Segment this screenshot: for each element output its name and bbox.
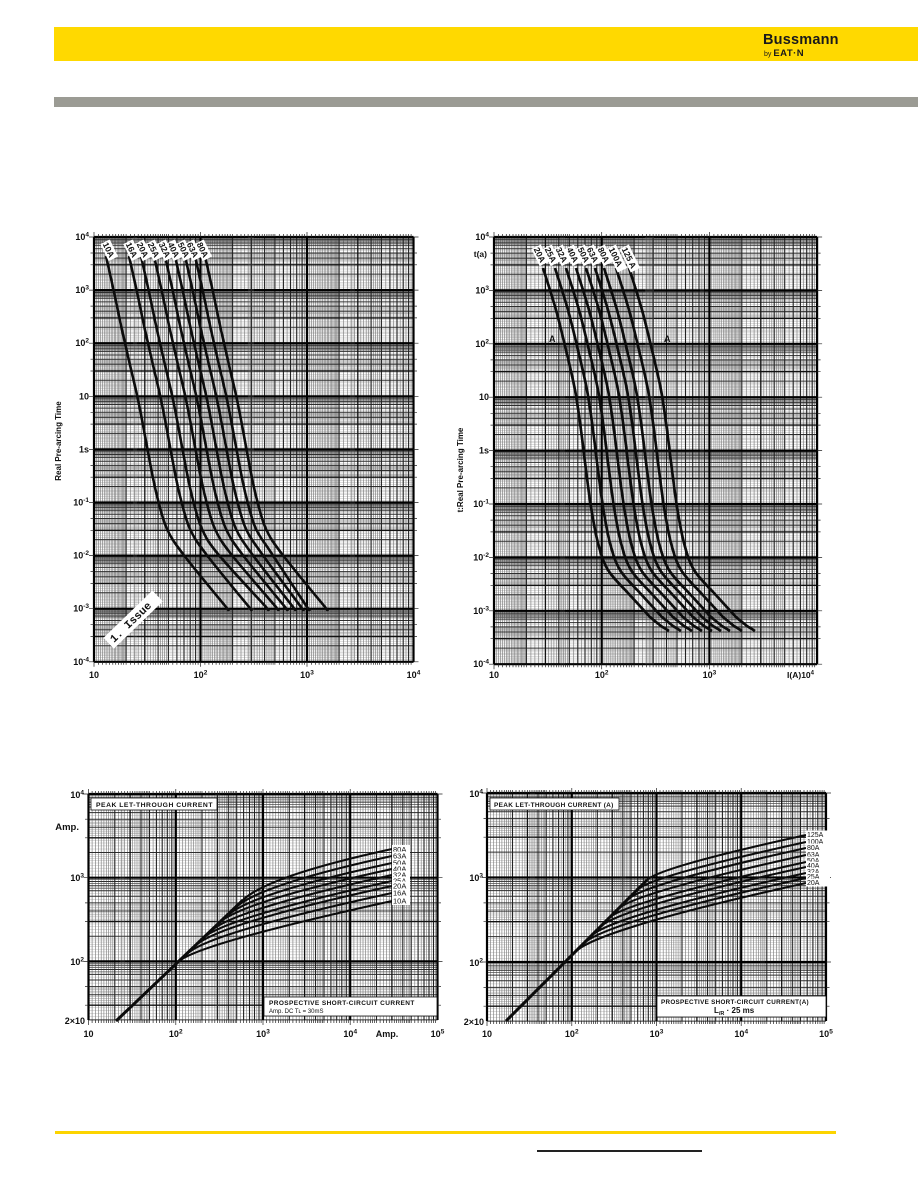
svg-text:103: 103 (300, 670, 314, 681)
svg-text:63A: 63A (393, 852, 406, 861)
svg-text:25A: 25A (807, 874, 820, 881)
svg-text:25A: 25A (393, 877, 406, 886)
svg-text:10-3: 10-3 (473, 605, 489, 616)
svg-text:102: 102 (565, 1029, 579, 1040)
svg-text:63A: 63A (807, 852, 820, 859)
svg-text:10A: 10A (393, 897, 406, 906)
svg-text:10: 10 (89, 670, 99, 680)
svg-text:103: 103 (256, 1029, 270, 1040)
svg-text:PROSPECTIVE SHORT-CIRCUIT CU: PROSPECTIVE SHORT-CIRCUIT CURRENT(A) (661, 999, 809, 1006)
svg-text:80A: 80A (393, 845, 406, 854)
svg-text:102: 102 (475, 338, 489, 349)
svg-text:t(a): t(a) (474, 249, 487, 259)
svg-text:2×10: 2×10 (464, 1017, 484, 1027)
svg-text:1s: 1s (479, 446, 489, 456)
svg-text:104: 104 (343, 1029, 357, 1040)
svg-text:125A: 125A (807, 832, 824, 839)
svg-text:Amp. DC Tʟ = 30mS: Amp. DC Tʟ = 30mS (269, 1009, 324, 1015)
svg-text:102: 102 (70, 957, 84, 968)
svg-text:A: A (664, 334, 671, 344)
svg-text:Amp.: Amp. (376, 1029, 399, 1039)
svg-text:100A: 100A (807, 839, 824, 846)
svg-text:50A: 50A (393, 859, 406, 868)
svg-text:10-1: 10-1 (473, 499, 489, 510)
svg-text:102: 102 (194, 670, 208, 681)
svg-text:10-4: 10-4 (473, 659, 489, 670)
svg-text:40A: 40A (807, 863, 820, 870)
svg-text:32A: 32A (393, 871, 406, 880)
svg-text:103: 103 (70, 873, 84, 884)
svg-text:10: 10 (489, 670, 499, 680)
svg-text:1s: 1s (79, 444, 89, 454)
svg-text:20A: 20A (393, 882, 406, 891)
svg-text:t:Real Pre-arcing Time: t:Real Pre-arcing Time (456, 427, 465, 512)
svg-text:A: A (549, 334, 556, 344)
svg-text:10: 10 (83, 1029, 93, 1039)
svg-text:PROSPECTIVE SHORT-CIRCUIT CU: PROSPECTIVE SHORT-CIRCUIT CURRENT (269, 1000, 415, 1007)
svg-text:103: 103 (469, 873, 483, 884)
svg-text:102: 102 (595, 670, 609, 681)
svg-text:10: 10 (479, 392, 489, 402)
svg-text:104: 104 (70, 790, 84, 801)
svg-text:105: 105 (431, 1029, 445, 1040)
svg-text:104: 104 (75, 232, 89, 243)
svg-text:104: 104 (734, 1029, 748, 1040)
svg-text:104: 104 (469, 789, 483, 800)
svg-text:L/R · 25 ms: L/R · 25 ms (714, 1006, 755, 1017)
svg-text:80A: 80A (807, 845, 820, 852)
svg-text:20A: 20A (807, 880, 820, 887)
svg-text:10-2: 10-2 (473, 552, 489, 563)
svg-text:102: 102 (469, 958, 483, 969)
svg-text:103: 103 (703, 670, 717, 681)
svg-text:10: 10 (482, 1029, 492, 1039)
svg-text:103: 103 (475, 285, 489, 296)
svg-text:10: 10 (79, 391, 89, 401)
svg-text:10-2: 10-2 (73, 550, 89, 561)
svg-text:105: 105 (819, 1029, 833, 1040)
svg-text:PEAK LET-THROUGH CURRENT (A): PEAK LET-THROUGH CURRENT (A) (494, 802, 614, 809)
svg-text:103: 103 (75, 285, 89, 296)
svg-text:16A: 16A (393, 889, 406, 898)
svg-text:104: 104 (475, 232, 489, 243)
svg-text:Amp.: Amp. (55, 822, 79, 833)
svg-text:102: 102 (75, 338, 89, 349)
svg-text:10-4: 10-4 (73, 656, 89, 667)
svg-text:10-3: 10-3 (73, 603, 89, 614)
svg-text:PEAK LET-THROUGH CURRENT: PEAK LET-THROUGH CURRENT (96, 802, 213, 809)
svg-text:103: 103 (650, 1029, 664, 1040)
svg-text:40A: 40A (393, 865, 406, 874)
svg-text:10-1: 10-1 (73, 497, 89, 508)
svg-text:102: 102 (169, 1029, 183, 1040)
svg-text:Real Pre-arcing Time: Real Pre-arcing Time (54, 401, 63, 481)
svg-text:2×10: 2×10 (65, 1016, 85, 1026)
svg-text:I(A)104: I(A)104 (787, 670, 815, 680)
svg-text:104: 104 (407, 670, 421, 681)
